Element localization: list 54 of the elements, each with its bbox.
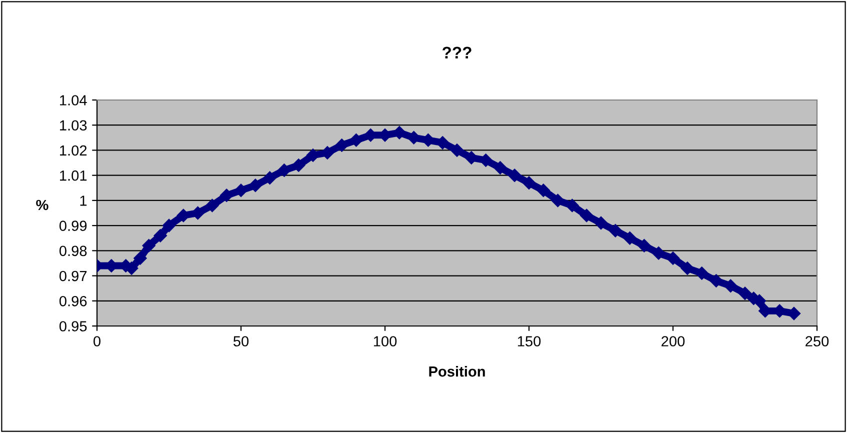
point <box>623 232 636 245</box>
y-tick-label: 1.01 <box>60 170 87 181</box>
x-tick-label: 100 <box>374 336 397 346</box>
point <box>738 286 752 300</box>
point <box>154 229 167 242</box>
point <box>680 262 694 275</box>
point <box>206 198 219 212</box>
y-tick-label: 1.03 <box>60 120 87 131</box>
point <box>638 239 651 252</box>
point <box>335 138 348 152</box>
point <box>710 274 723 288</box>
point <box>608 224 622 238</box>
point <box>142 239 156 252</box>
y-tick-label: 0.96 <box>59 296 87 306</box>
y-tick-label: 0.97 <box>59 270 87 282</box>
x-tick-label: 250 <box>806 336 829 346</box>
point <box>464 151 478 164</box>
y-tick-label: 1.04 <box>60 95 87 106</box>
x-tick-label: 50 <box>233 336 249 346</box>
point <box>566 198 579 212</box>
chart-title: ??? <box>442 46 472 58</box>
point <box>450 144 464 157</box>
point <box>248 178 262 192</box>
point <box>508 168 522 182</box>
y-tick-label: 0.99 <box>59 220 87 231</box>
x-tick-label: 150 <box>518 336 541 346</box>
point <box>594 216 608 230</box>
point <box>162 218 176 232</box>
point <box>292 158 306 172</box>
point <box>234 184 248 197</box>
x-tick-label: 0 <box>94 336 100 346</box>
point <box>724 279 738 292</box>
point <box>494 161 507 174</box>
point <box>652 246 666 260</box>
y-axis-title: % <box>36 200 48 210</box>
point <box>695 266 708 280</box>
point <box>666 252 680 265</box>
y-tick-label: 1 <box>80 196 87 206</box>
point <box>522 176 536 190</box>
x-axis-title: Position <box>429 366 485 377</box>
y-tick-label: 0.95 <box>59 321 87 332</box>
y-tick-label: 0.98 <box>59 246 87 256</box>
point <box>220 188 234 202</box>
x-tick-label: 200 <box>662 336 685 346</box>
y-tick-label: 1.02 <box>60 145 87 156</box>
point <box>350 134 363 147</box>
point <box>580 208 594 222</box>
point <box>263 171 276 184</box>
point <box>536 184 550 197</box>
point <box>551 194 564 208</box>
point <box>436 136 450 150</box>
point <box>134 252 147 265</box>
point <box>278 164 291 177</box>
point <box>176 208 190 222</box>
